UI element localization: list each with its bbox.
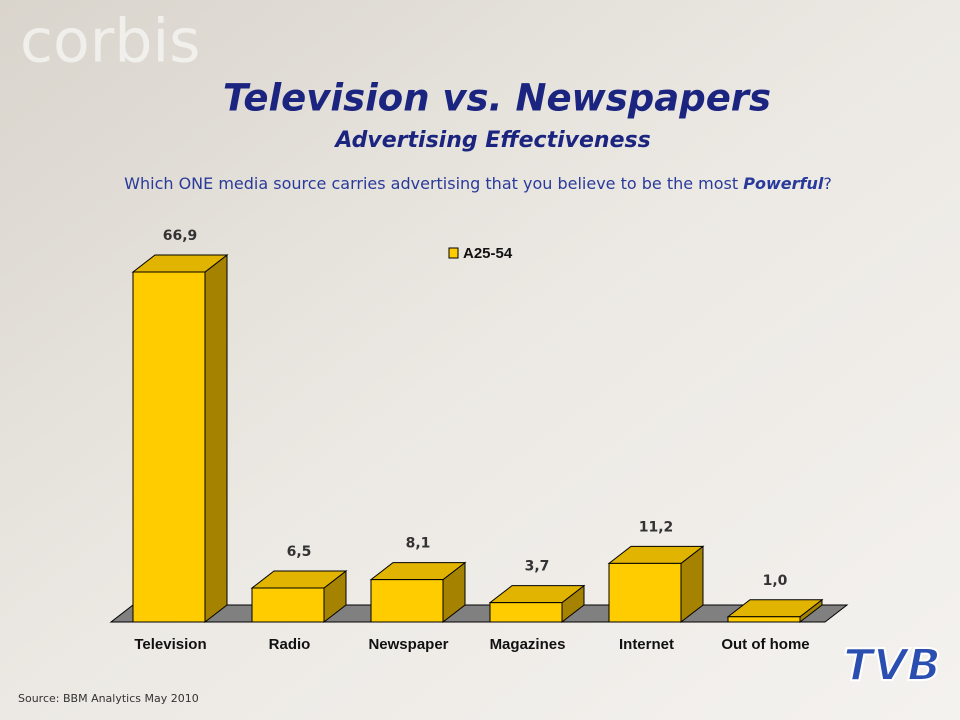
value-label: 11,2 [639,519,674,535]
x-tick-label: Television [134,636,206,653]
question-emphasis: Powerful [743,174,824,193]
question-end: ? [823,174,832,193]
x-tick-label: Out of home [721,636,809,653]
x-tick-label: Newspaper [368,636,448,653]
source: Source: BBM Analytics May 2010 [18,692,199,705]
value-label: 6,5 [287,544,312,560]
bar [727,616,801,623]
logo: TVB [843,640,941,691]
value-label: 1,0 [763,573,788,589]
chart-subtitle: Advertising Effectiveness [333,128,650,153]
bar [132,271,206,623]
bar-side [204,253,228,624]
question-text: Which ONE media source carries advertisi… [124,174,743,193]
value-label: 3,7 [525,559,550,575]
bar [370,579,444,623]
legend-label: A25-54 [463,245,513,262]
question: Which ONE media source carries advertisi… [124,174,832,193]
chart-title: Television vs. Newspapers [223,77,771,120]
bar [489,602,563,623]
x-tick-label: Internet [619,636,674,653]
x-tick-label: Radio [269,636,311,653]
legend-swatch [448,247,459,259]
value-label: 66,9 [163,228,198,244]
watermark: corbis [20,7,200,77]
bar [251,587,325,623]
x-tick-label: Magazines [490,636,566,653]
value-label: 8,1 [406,536,431,552]
bar [608,562,682,623]
